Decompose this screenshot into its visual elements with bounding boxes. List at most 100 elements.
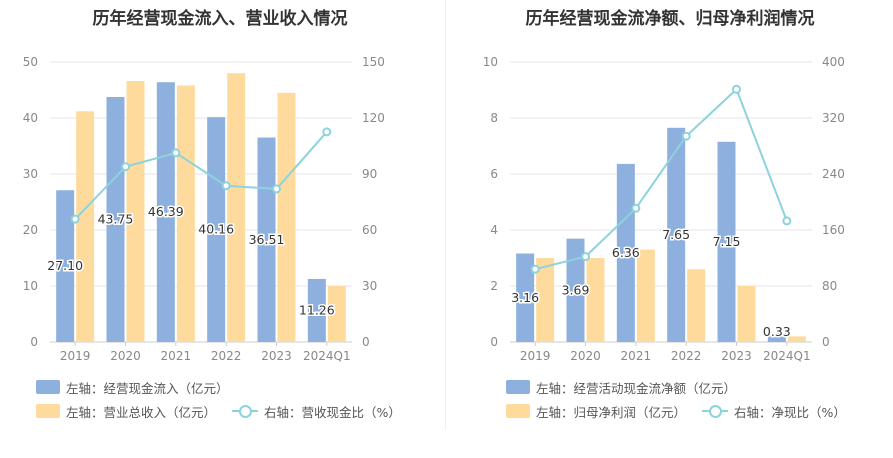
right-axis-tick-label: 0 <box>362 335 370 349</box>
legend-label: 左轴：经营活动现金流净额（亿元） <box>536 380 737 396</box>
bar-secondary <box>737 286 756 342</box>
net-cash-profit-panel: 历年经营现金流净额、归母净利润情况 0 0 2 80 4 160 6 240 8 320 10 400… <box>450 0 890 458</box>
legend-swatch-orange <box>36 404 60 418</box>
ratio-line-point <box>322 127 332 137</box>
cash-inflow-revenue-panel: 历年经营现金流入、营业收入情况 0 0 10 30 20 60 30 90 40 120 50 150… <box>0 0 440 458</box>
right-axis-tick-label: 400 <box>822 55 845 69</box>
bar-data-label: 0.33 <box>763 324 791 339</box>
bar-data-label: 43.75 <box>98 212 134 227</box>
ratio-line-point <box>272 184 281 194</box>
left-axis-tick-label: 2 <box>490 279 498 293</box>
left-axis-tick-label: 4 <box>490 223 498 237</box>
ratio-line-point <box>121 162 130 172</box>
bar-primary <box>516 253 535 342</box>
right-axis-tick-label: 30 <box>362 279 377 293</box>
bar-primary <box>667 127 686 342</box>
legend-label: 右轴：净现比（%） <box>734 404 846 420</box>
bar-data-label: 3.16 <box>511 290 539 305</box>
bar-secondary <box>586 258 605 342</box>
right-axis-tick-label: 150 <box>362 55 385 69</box>
right-axis-tick-label: 80 <box>822 279 837 293</box>
bar-data-label: 46.39 <box>148 204 184 219</box>
ratio-line-point <box>221 181 231 191</box>
right-axis-tick-label: 160 <box>822 223 845 237</box>
x-axis-tick-label: 2020 <box>570 349 601 363</box>
legend-swatch-blue <box>36 380 60 394</box>
x-axis-tick-label: 2021 <box>161 349 192 363</box>
right-axis-tick-label: 120 <box>362 111 385 125</box>
right-axis-tick-label: 240 <box>822 167 845 181</box>
bar-primary <box>616 163 635 342</box>
net-cash-profit-chart: 0 0 2 80 4 160 6 240 8 320 10 400 2019 2020 2021 2022 20… <box>483 55 845 363</box>
left-axis-tick-label: 10 <box>23 279 38 293</box>
right-axis-tick-label: 60 <box>362 223 377 237</box>
legend-line-icon <box>232 404 258 418</box>
ratio-line-point <box>732 84 741 94</box>
bar-secondary <box>636 249 655 342</box>
legend-label: 左轴：经营现金流入（亿元） <box>66 380 229 396</box>
panel-divider <box>445 0 446 430</box>
x-axis-tick-label: 2021 <box>621 349 652 363</box>
ratio-line-point <box>681 131 691 141</box>
left-axis-tick-label: 30 <box>23 167 38 181</box>
right-axis-tick-label: 90 <box>362 167 377 181</box>
bar-data-label: 36.51 <box>249 232 285 247</box>
bar-data-label: 3.69 <box>562 282 590 297</box>
bar-secondary <box>327 286 346 342</box>
ratio-line-point <box>70 214 80 224</box>
right-axis-tick-label: 0 <box>822 335 830 349</box>
legend-cash-inflow[interactable]: 左轴：经营现金流入（亿元） <box>36 377 229 397</box>
legend-label: 左轴：营业总收入（亿元） <box>66 404 217 420</box>
left-axis-tick-label: 40 <box>23 111 38 125</box>
x-axis-tick-label: 2022 <box>211 349 242 363</box>
x-axis-tick-label: 2024Q1 <box>303 349 351 363</box>
bar-primary <box>156 82 175 342</box>
legend-revenue[interactable]: 左轴：营业总收入（亿元） <box>36 401 216 421</box>
bar-data-label: 40.16 <box>198 222 234 237</box>
bar-secondary <box>176 85 195 343</box>
x-axis-tick-label: 2019 <box>520 349 551 363</box>
legend-label: 右轴：营收现金比（%） <box>264 404 401 420</box>
x-axis-tick-label: 2022 <box>671 349 702 363</box>
bar-primary <box>307 278 326 342</box>
chart-title: 历年经营现金流入、营业收入情况 <box>92 9 348 29</box>
legend-swatch-orange <box>506 404 530 418</box>
legend-swatch-blue <box>506 380 530 394</box>
bar-primary <box>767 332 786 342</box>
ratio-line-point <box>782 216 792 226</box>
left-axis-tick-label: 8 <box>490 111 498 125</box>
x-axis-tick-label: 2023 <box>721 349 752 363</box>
bar-data-label: 7.15 <box>713 234 741 249</box>
bar-primary <box>106 97 125 342</box>
x-axis-tick-label: 2019 <box>60 349 91 363</box>
legend-label: 左轴：归母净利润（亿元） <box>536 404 687 420</box>
bar-secondary <box>277 92 296 342</box>
bar-secondary <box>687 269 706 342</box>
legend-net-cash-flow[interactable]: 左轴：经营活动现金流净额（亿元） <box>506 377 736 397</box>
left-axis-tick-label: 50 <box>23 55 38 69</box>
left-axis-tick-label: 0 <box>490 335 498 349</box>
cash-inflow-revenue-chart: 0 0 10 30 20 60 30 90 40 120 50 150 2019 2020 2021 2022… <box>23 55 385 363</box>
bar-primary <box>207 117 226 342</box>
ratio-line <box>74 131 328 220</box>
bar-secondary <box>76 111 95 342</box>
bar-data-label: 7.65 <box>662 227 690 242</box>
legend-cash-ratio[interactable]: 右轴：营收现金比（%） <box>232 401 401 421</box>
bar-secondary <box>227 73 246 342</box>
bar-primary <box>566 238 585 342</box>
bar-data-label: 27.10 <box>47 258 83 273</box>
bar-primary <box>717 141 736 342</box>
left-axis-tick-label: 10 <box>483 55 498 69</box>
left-axis-tick-label: 20 <box>23 223 38 237</box>
bar-data-label: 11.26 <box>299 302 335 317</box>
x-axis-tick-label: 2020 <box>110 349 141 363</box>
right-axis-tick-label: 320 <box>822 111 845 125</box>
left-axis-tick-label: 0 <box>30 335 38 349</box>
ratio-line-point <box>581 252 590 262</box>
ratio-line <box>534 87 788 271</box>
legend-net-profit[interactable]: 左轴：归母净利润（亿元） <box>506 401 686 421</box>
left-axis-tick-label: 6 <box>490 167 498 181</box>
ratio-line-point <box>631 203 641 213</box>
legend-net-cash-ratio[interactable]: 右轴：净现比（%） <box>702 401 846 421</box>
legend-line-icon <box>702 404 728 418</box>
